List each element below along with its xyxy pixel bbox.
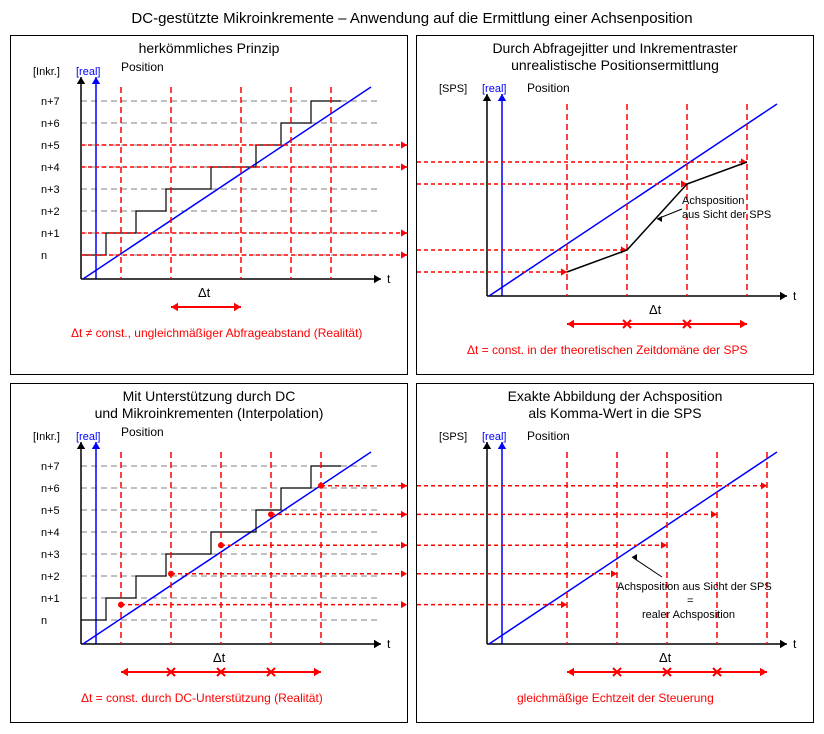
panel-bl-title-l2: und Mikroinkrementen (Interpolation) — [95, 405, 324, 421]
svg-text:n: n — [41, 615, 47, 627]
svg-text:aus Sicht der SPS: aus Sicht der SPS — [682, 209, 771, 221]
svg-text:[real]: [real] — [76, 431, 100, 443]
svg-text:Δt ≠ const., ungleichmäßiger A: Δt ≠ const., ungleichmäßiger Abfrageabst… — [71, 326, 362, 340]
svg-text:t: t — [793, 289, 797, 303]
svg-text:Δt: Δt — [659, 650, 672, 665]
panel-top-right: Durch Abfragejitter und Inkrementraster … — [416, 35, 814, 375]
panel-br-title: Exakte Abbildung der Achsposition als Ko… — [417, 388, 813, 422]
svg-text:n+6: n+6 — [41, 118, 60, 130]
svg-text:n+6: n+6 — [41, 483, 60, 495]
svg-text:Δt = const. durch DC-Unterstüt: Δt = const. durch DC-Unterstützung (Real… — [81, 691, 323, 705]
svg-text:n+4: n+4 — [41, 527, 60, 539]
svg-text:[real]: [real] — [482, 83, 506, 95]
panel-br-title-l2: als Komma-Wert in die SPS — [528, 405, 701, 421]
svg-text:n+1: n+1 — [41, 593, 60, 605]
panel-bl-title-l1: Mit Unterstützung durch DC — [123, 388, 296, 404]
svg-text:Position: Position — [527, 81, 570, 95]
svg-text:n+4: n+4 — [41, 162, 60, 174]
svg-text:[Inkr.]: [Inkr.] — [33, 431, 60, 443]
svg-text:n+7: n+7 — [41, 461, 60, 473]
svg-text:[real]: [real] — [76, 66, 100, 78]
chart-tr: t [SPS] [real] Position Achsposition aus Sich… — [417, 74, 813, 374]
panel-tr-title: Durch Abfragejitter und Inkrementraster … — [417, 40, 813, 74]
svg-text:[Inkr.]: [Inkr.] — [33, 66, 60, 78]
svg-text:Δt: Δt — [213, 650, 226, 665]
panel-bottom-right: Exakte Abbildung der Achsposition als Ko… — [416, 383, 814, 723]
svg-text:n+2: n+2 — [41, 206, 60, 218]
svg-text:=: = — [687, 595, 693, 607]
chart-bl: n n+1 n+2 n+3 n+4 n+5 n+6 n+7 t [Inkr.] [real] Posi… — [11, 422, 407, 722]
svg-text:realer Achsposition: realer Achsposition — [642, 609, 735, 621]
panel-top-left: herkömmliches Prinzip n n+1 n+2 n+3 n+4 n+5 n+… — [10, 35, 408, 375]
svg-text:Position: Position — [121, 60, 164, 74]
panel-tr-title-l1: Durch Abfragejitter und Inkrementraster — [492, 40, 737, 56]
svg-text:Position: Position — [121, 425, 164, 439]
svg-text:Achsposition aus Sicht der SPS: Achsposition aus Sicht der SPS — [617, 581, 772, 593]
svg-text:t: t — [387, 272, 391, 286]
svg-text:n+5: n+5 — [41, 140, 60, 152]
panel-tr-title-l2: unrealistische Positionsermittlung — [511, 57, 719, 73]
svg-text:[real]: [real] — [482, 431, 506, 443]
svg-text:Δt: Δt — [198, 285, 211, 300]
svg-text:n+2: n+2 — [41, 571, 60, 583]
svg-text:t: t — [387, 637, 391, 651]
chart-tl: n n+1 n+2 n+3 n+4 n+5 n+6 n+7 t [Inkr.] [real] Posi… — [11, 57, 407, 377]
chart-br: t [SPS] [real] Position Achsposition aus Sic… — [417, 422, 813, 722]
svg-text:n: n — [41, 250, 47, 262]
svg-text:gleichmäßige Echtzeit der Steu: gleichmäßige Echtzeit der Steuerung — [517, 691, 714, 705]
svg-text:Δt = const. in der theoretisch: Δt = const. in der theoretischen Zeitdom… — [467, 343, 748, 357]
svg-text:n+3: n+3 — [41, 549, 60, 561]
svg-text:[SPS]: [SPS] — [439, 431, 467, 443]
svg-text:n+7: n+7 — [41, 96, 60, 108]
panel-grid: herkömmliches Prinzip n n+1 n+2 n+3 n+4 n+5 n+… — [10, 35, 814, 723]
svg-text:[SPS]: [SPS] — [439, 83, 467, 95]
panel-br-title-l1: Exakte Abbildung der Achsposition — [508, 388, 723, 404]
svg-text:Position: Position — [527, 429, 570, 443]
svg-text:Δt: Δt — [649, 302, 662, 317]
svg-text:n+3: n+3 — [41, 184, 60, 196]
panel-tl-title: herkömmliches Prinzip — [11, 40, 407, 57]
svg-text:t: t — [793, 637, 797, 651]
panel-bl-title: Mit Unterstützung durch DC und Mikroinkr… — [11, 388, 407, 422]
main-title: DC-gestützte Mikroinkremente – Anwendung… — [10, 10, 814, 27]
svg-text:Achsposition: Achsposition — [682, 195, 744, 207]
panel-bottom-left: Mit Unterstützung durch DC und Mikroinkr… — [10, 383, 408, 723]
svg-text:n+5: n+5 — [41, 505, 60, 517]
svg-text:n+1: n+1 — [41, 228, 60, 240]
